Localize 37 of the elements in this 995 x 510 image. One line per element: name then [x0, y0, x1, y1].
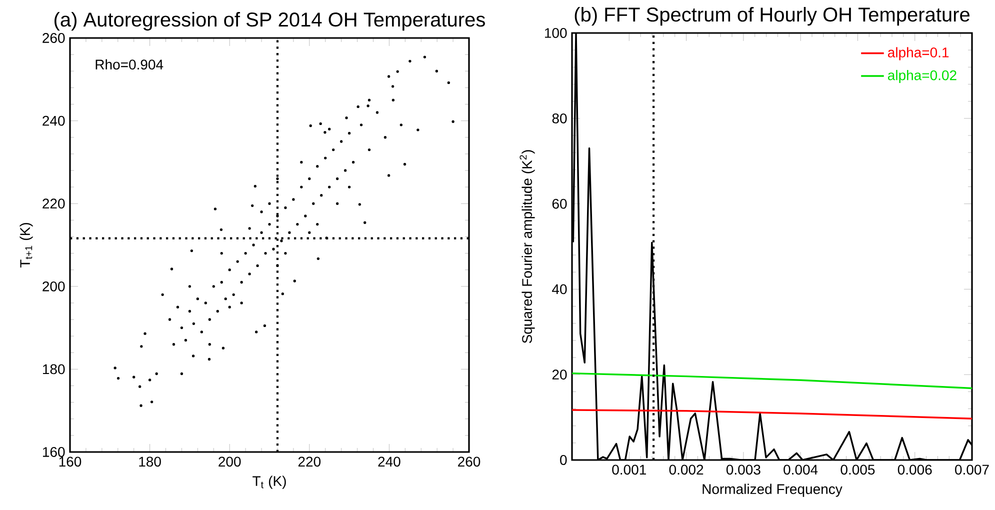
x-tick-label: 260	[458, 456, 480, 467]
x-tick-label: 0.007	[955, 464, 989, 475]
x-tick-label: 180	[139, 456, 161, 467]
y-tick-label: 260	[42, 33, 65, 43]
chart-title: (b) FFT Spectrum of Hourly OH Temperature	[574, 6, 970, 26]
x-tick-label: 0.001	[612, 464, 646, 475]
x-tick-label: 220	[298, 456, 321, 467]
x-tick-label: 240	[378, 456, 400, 467]
y-tick-label: 220	[42, 198, 65, 209]
chart-title: (a) Autoregression of SP 2014 OH Temperatures	[54, 12, 485, 31]
line-series	[572, 372, 972, 390]
x-axis-title: T$_{t}$ (K)	[252, 476, 286, 489]
line-series	[572, 32, 972, 460]
y-tick-label: 200	[42, 281, 65, 292]
y-tick-label: 240	[42, 116, 65, 126]
y-axis-title: T$_{t+1}$ (K)	[20, 223, 33, 268]
legend-label: alpha=0.02	[888, 70, 956, 83]
y-axis-title: Squared Fourier amplitude (K$^{2}$)	[520, 150, 535, 344]
x-tick-label: 0.006	[898, 464, 932, 475]
y-tick-label: 160	[43, 447, 65, 457]
y-tick-label: 0	[560, 455, 567, 465]
x-tick-label: 0.004	[784, 464, 818, 475]
x-tick-label: 0.005	[840, 464, 875, 475]
x-tick-label: 160	[59, 456, 82, 467]
x-axis-title: Normalized Frequency	[702, 484, 842, 497]
y-tick-label: 60	[552, 198, 567, 209]
y-tick-label: 20	[552, 370, 567, 380]
line-series	[572, 409, 972, 420]
x-tick-label: 0.002	[669, 464, 704, 475]
x-tick-label: 200	[218, 456, 241, 467]
y-tick-label: 180	[43, 364, 65, 374]
legend-label: alpha=0.1	[888, 47, 949, 60]
y-tick-label: 80	[552, 113, 567, 124]
y-tick-label: 40	[552, 284, 567, 294]
x-tick-label: 0.003	[726, 464, 760, 475]
y-tick-label: 100	[545, 28, 567, 38]
annotation: Rho=0.904	[96, 59, 164, 70]
